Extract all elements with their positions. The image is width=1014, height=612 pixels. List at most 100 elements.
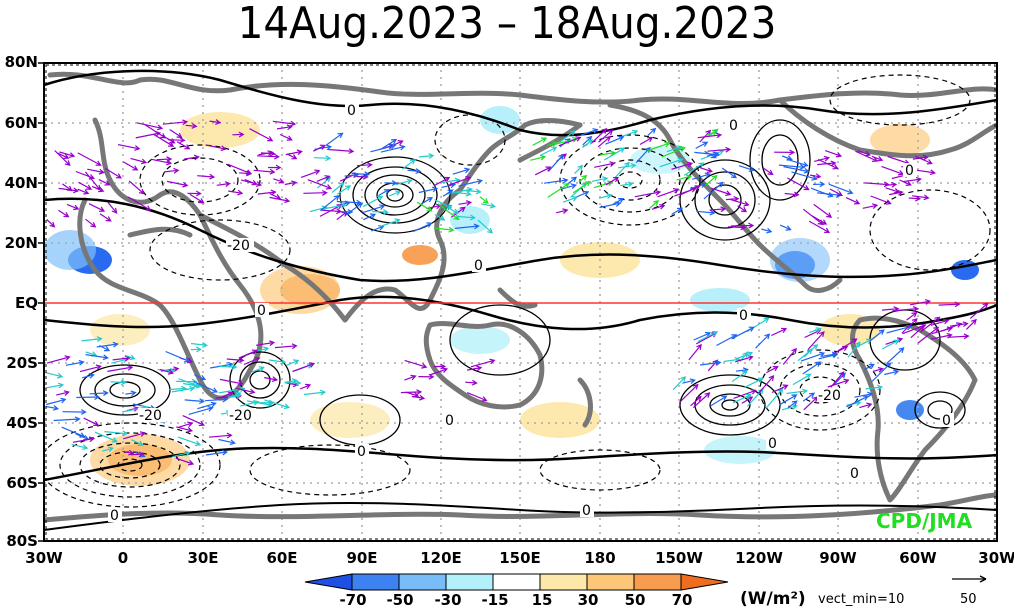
flux-vector bbox=[871, 362, 892, 382]
flux-vector bbox=[791, 171, 818, 181]
flux-vector bbox=[778, 164, 806, 170]
flux-vector bbox=[594, 161, 616, 168]
flux-vector bbox=[205, 449, 229, 456]
flux-vector bbox=[194, 374, 207, 381]
flux-vector bbox=[285, 149, 303, 156]
lon-label: 30W bbox=[25, 549, 63, 567]
flux-vector bbox=[786, 388, 809, 395]
flux-vector bbox=[659, 157, 684, 168]
flux-vector bbox=[117, 144, 141, 151]
flux-vector bbox=[164, 167, 180, 174]
flux-vector bbox=[556, 208, 569, 214]
flux-vector bbox=[79, 364, 102, 373]
flux-vector bbox=[268, 164, 282, 171]
flux-vector bbox=[705, 174, 718, 186]
map-frame-inner bbox=[45, 64, 996, 540]
flux-vector bbox=[731, 370, 748, 383]
shade-blob bbox=[402, 245, 438, 265]
contour-label: -20 bbox=[818, 388, 841, 404]
flux-vector bbox=[869, 329, 885, 342]
contour-label: 0 bbox=[110, 508, 119, 524]
flux-vector bbox=[672, 376, 687, 391]
flux-vector bbox=[418, 373, 435, 380]
flux-vector bbox=[316, 175, 331, 182]
flux-vector bbox=[453, 190, 472, 197]
flux-vector bbox=[674, 187, 697, 197]
flux-vector bbox=[910, 325, 925, 339]
flux-vector bbox=[825, 150, 843, 158]
flux-vector bbox=[758, 375, 775, 394]
flux-vector bbox=[710, 187, 732, 196]
flux-vector bbox=[930, 318, 950, 326]
flux-vector bbox=[913, 169, 937, 176]
flux-vector bbox=[46, 219, 56, 228]
shade-blob bbox=[820, 314, 880, 346]
flux-vector bbox=[539, 146, 558, 157]
flux-vector bbox=[99, 213, 112, 222]
flux-vector bbox=[671, 207, 684, 215]
flux-vector bbox=[279, 133, 293, 141]
flux-vector bbox=[307, 179, 333, 190]
flux-vector bbox=[599, 150, 616, 157]
flux-vector bbox=[452, 167, 471, 175]
flux-vector bbox=[107, 202, 118, 214]
flux-vector bbox=[434, 214, 446, 221]
flux-vector bbox=[465, 379, 478, 386]
flux-vector bbox=[634, 189, 662, 198]
flux-vector bbox=[812, 181, 826, 188]
flux-vector bbox=[814, 155, 831, 162]
flux-vector bbox=[782, 347, 798, 365]
flux-vector bbox=[313, 144, 327, 152]
flux-vector bbox=[56, 390, 70, 396]
flux-vector bbox=[597, 135, 612, 148]
flux-vector bbox=[407, 168, 422, 174]
flux-vector bbox=[46, 355, 71, 364]
flux-vector bbox=[66, 203, 80, 211]
contour-label: -20 bbox=[139, 408, 162, 424]
flux-vector bbox=[885, 337, 904, 345]
lat-label: 40S bbox=[6, 414, 38, 432]
flux-vector bbox=[356, 162, 373, 168]
flux-vector bbox=[761, 227, 773, 234]
lat-label: 80N bbox=[4, 53, 38, 71]
flux-vector bbox=[78, 181, 93, 190]
flux-vector bbox=[477, 219, 494, 234]
flux-vector bbox=[779, 224, 792, 231]
flux-vector bbox=[872, 367, 884, 373]
flux-vector bbox=[458, 200, 473, 206]
flux-vector bbox=[558, 130, 576, 144]
flux-vector bbox=[947, 333, 970, 340]
flux-vector bbox=[884, 369, 900, 376]
shade-blob bbox=[480, 106, 520, 134]
flux-vector bbox=[591, 176, 609, 182]
flux-vector bbox=[454, 223, 480, 230]
flux-vector bbox=[400, 389, 423, 396]
flux-vector bbox=[732, 393, 752, 404]
flux-vector bbox=[803, 348, 813, 358]
flux-vector bbox=[871, 155, 884, 162]
flux-vector bbox=[578, 174, 588, 183]
flux-vector bbox=[666, 145, 683, 153]
shade-blob bbox=[690, 288, 750, 312]
flux-vector bbox=[892, 306, 919, 312]
flux-vector bbox=[286, 153, 298, 160]
flux-vector bbox=[81, 336, 103, 342]
flux-vector bbox=[703, 181, 724, 200]
flux-vector bbox=[324, 202, 347, 210]
flux-vector bbox=[827, 378, 850, 388]
axis-ticks bbox=[38, 62, 44, 542]
flux-vector bbox=[53, 416, 81, 423]
flux-vector bbox=[228, 189, 244, 196]
flux-vector bbox=[532, 137, 548, 146]
flux-vector bbox=[54, 150, 71, 167]
flux-vector bbox=[58, 187, 80, 194]
flux-vector bbox=[574, 190, 590, 199]
flux-vector bbox=[434, 199, 453, 209]
flux-vector bbox=[884, 181, 898, 188]
flux-vector bbox=[380, 144, 406, 153]
flux-vector bbox=[193, 381, 219, 393]
flux-vector bbox=[786, 158, 809, 168]
flux-vector bbox=[362, 204, 386, 214]
flux-vector bbox=[792, 373, 812, 386]
flux-vector bbox=[721, 167, 738, 179]
